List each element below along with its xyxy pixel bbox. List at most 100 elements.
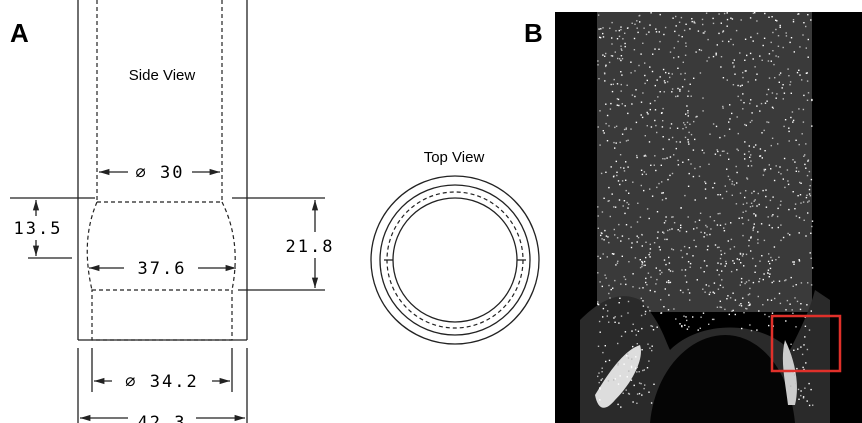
speckle	[608, 285, 609, 286]
speckle	[654, 100, 655, 101]
speckle	[627, 140, 628, 141]
speckle	[643, 190, 644, 191]
speckle	[793, 350, 794, 351]
speckle	[620, 154, 621, 155]
speckle	[645, 311, 646, 312]
speckle	[643, 388, 644, 389]
speckle	[799, 182, 800, 183]
speckle	[743, 312, 744, 313]
speckle	[644, 155, 645, 156]
speckle	[811, 100, 812, 101]
speckle	[748, 305, 749, 306]
speckle	[694, 139, 695, 140]
speckle	[744, 158, 745, 159]
speckle	[704, 32, 705, 33]
speckle	[661, 113, 662, 114]
speckle	[637, 343, 638, 344]
speckle	[632, 23, 633, 24]
speckle	[604, 72, 605, 73]
speckle	[646, 34, 647, 35]
speckle	[688, 159, 689, 160]
speckle	[602, 368, 603, 369]
speckle	[750, 122, 751, 123]
speckle	[745, 211, 746, 212]
speckle	[685, 269, 686, 270]
speckle	[793, 286, 794, 287]
speckle	[734, 246, 735, 247]
speckle	[738, 150, 739, 151]
speckle	[724, 230, 725, 231]
speckle	[632, 94, 633, 95]
speckle	[597, 272, 598, 273]
speckle	[695, 221, 696, 222]
speckle	[704, 292, 705, 293]
speckle	[622, 38, 623, 39]
speckle	[608, 293, 609, 294]
speckle	[657, 96, 658, 97]
speckle	[663, 136, 664, 137]
speckle	[677, 160, 678, 161]
speckle	[649, 310, 650, 311]
speckle	[637, 241, 638, 242]
speckle	[673, 57, 674, 58]
speckle	[767, 299, 768, 300]
speckle	[725, 261, 726, 262]
speckle	[649, 24, 650, 25]
speckle	[625, 284, 626, 285]
speckle	[702, 150, 703, 151]
speckle	[618, 383, 619, 384]
speckle	[715, 154, 716, 155]
speckle	[790, 117, 791, 118]
speckle	[644, 62, 645, 63]
speckle	[702, 110, 703, 111]
speckle	[698, 329, 699, 330]
speckle	[736, 203, 737, 204]
speckle	[622, 134, 623, 135]
speckle	[640, 217, 641, 218]
speckle	[736, 269, 737, 270]
speckle	[803, 344, 804, 345]
speckle	[660, 273, 661, 274]
speckle	[648, 254, 649, 255]
speckle	[800, 309, 801, 310]
speckle	[744, 124, 745, 125]
speckle	[616, 126, 617, 127]
speckle	[733, 84, 734, 85]
speckle	[628, 193, 629, 194]
speckle	[720, 258, 721, 259]
speckle	[608, 380, 609, 381]
speckle	[776, 93, 777, 94]
speckle	[745, 39, 746, 40]
speckle	[685, 46, 686, 47]
speckle	[806, 47, 807, 48]
speckle	[654, 48, 655, 49]
speckle	[810, 389, 811, 390]
speckle	[609, 28, 610, 29]
speckle	[807, 100, 808, 101]
speckle	[628, 357, 629, 358]
speckle	[683, 316, 684, 317]
speckle	[617, 263, 618, 264]
speckle	[799, 46, 800, 47]
speckle	[790, 81, 791, 82]
speckle	[652, 54, 653, 55]
speckle	[743, 204, 744, 205]
speckle	[738, 133, 739, 134]
speckle	[746, 177, 747, 178]
speckle	[642, 174, 643, 175]
speckle	[623, 393, 624, 394]
speckle	[609, 62, 610, 63]
speckle	[664, 91, 665, 92]
speckle	[780, 173, 781, 174]
speckle	[640, 267, 641, 268]
speckle	[718, 213, 719, 214]
speckle	[615, 51, 616, 52]
speckle	[635, 368, 636, 369]
speckle	[713, 56, 714, 57]
speckle	[811, 284, 812, 285]
speckle	[800, 303, 801, 304]
speckle	[608, 201, 609, 202]
speckle	[619, 199, 620, 200]
speckle	[703, 152, 704, 153]
speckle	[624, 213, 625, 214]
